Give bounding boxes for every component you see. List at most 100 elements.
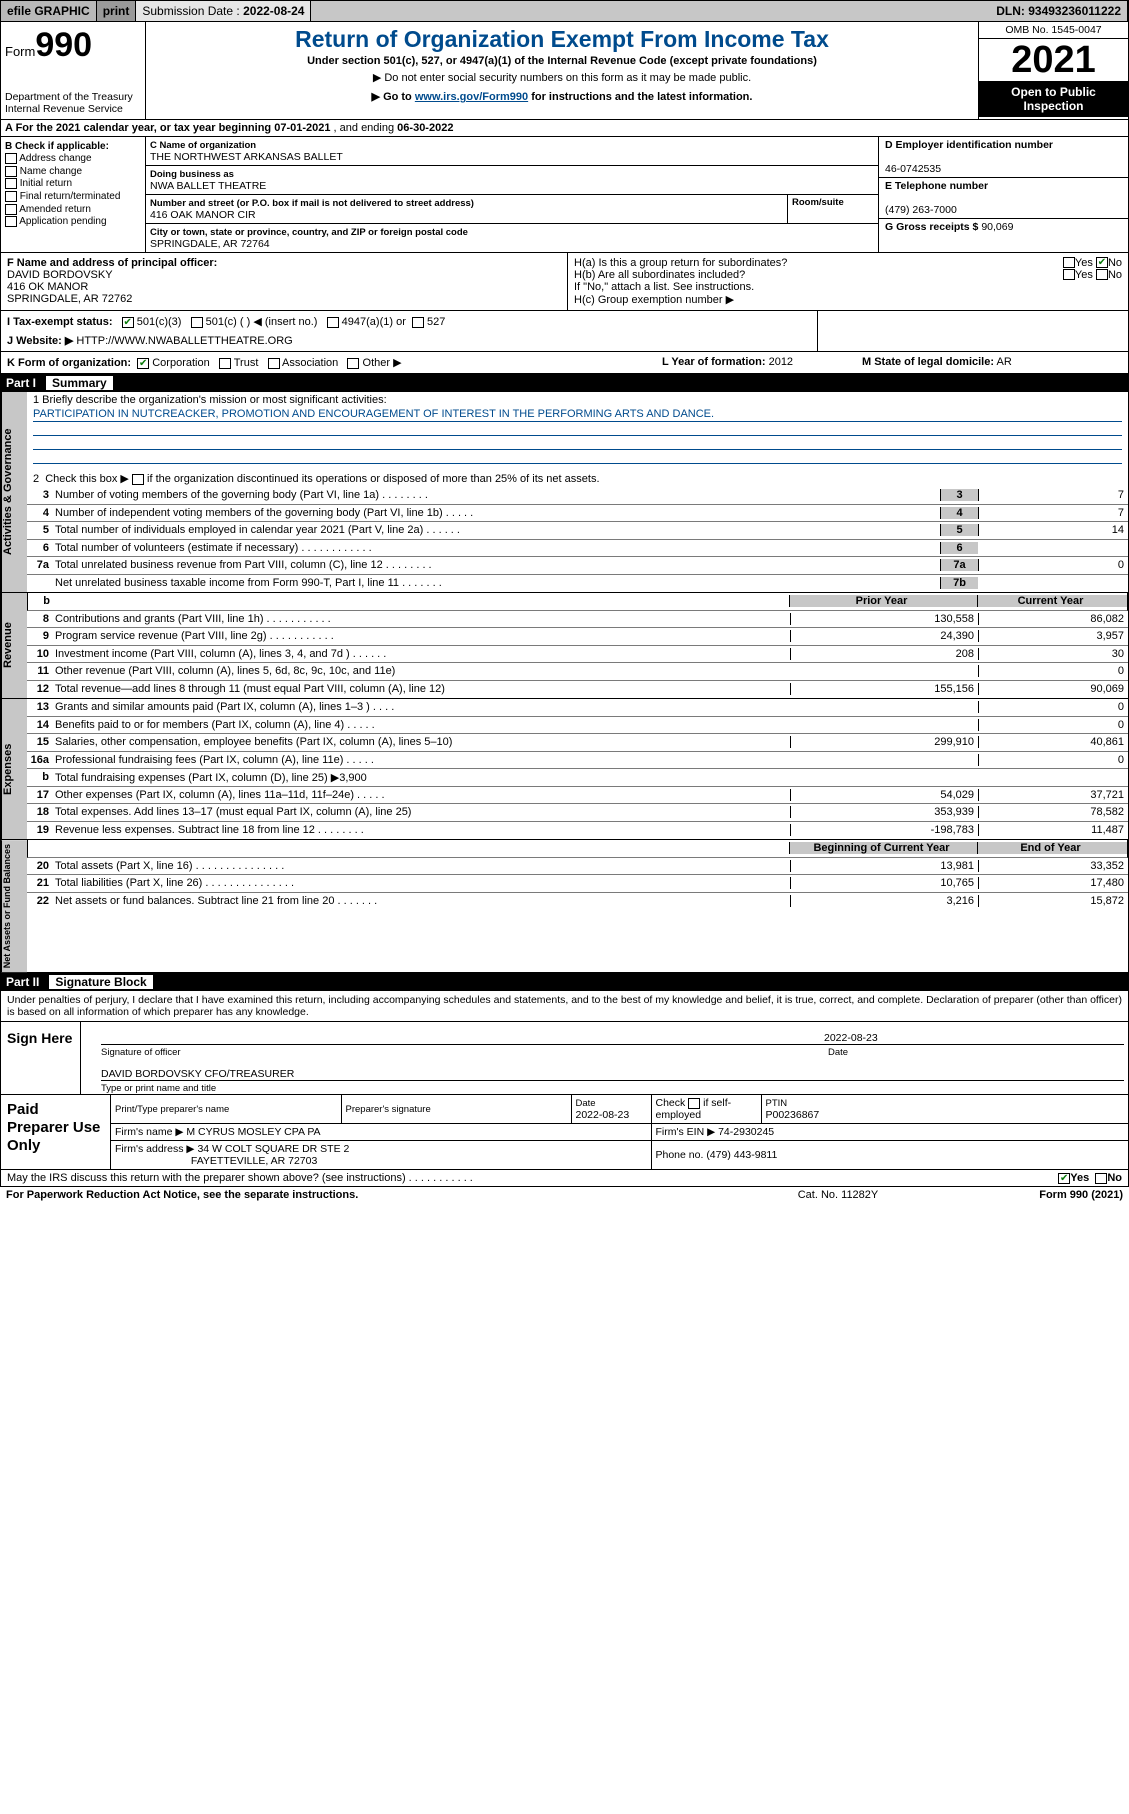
row-rev-hdr: bPrior YearCurrent Year [27,593,1128,611]
n4: 4 [27,507,55,519]
ck-corp[interactable] [137,358,149,369]
dln: DLN: 93493236011222 [990,1,1128,21]
ck-final[interactable] [5,191,17,202]
prep-c1: Print/Type preparer's name [115,1104,229,1115]
b4: 4 [940,507,978,519]
paperwork-footer: For Paperwork Reduction Act Notice, see … [0,1187,1129,1203]
opt-other: Other ▶ [363,357,402,369]
header-left: Form990 Department of the Treasury Inter… [1,22,146,119]
box-b-label: B Check if applicable: [5,141,141,152]
ck-discuss-yes[interactable] [1058,1173,1070,1184]
phone-label: E Telephone number [885,180,988,192]
n7a: 7a [27,559,55,571]
ck-527[interactable] [412,317,424,328]
subtitle-1: Under section 501(c), 527, or 4947(a)(1)… [150,55,974,67]
box-h: H(a) Is this a group return for subordin… [568,253,1128,310]
omb-number: OMB No. 1545-0047 [979,22,1128,39]
row-3: 3Number of voting members of the governi… [27,487,1128,505]
ha-yes-lbl: Yes [1075,257,1093,269]
row-4: 4Number of independent voting members of… [27,505,1128,523]
sub3-pre: ▶ Go to [372,91,415,103]
sig-disclaimer: Under penalties of perjury, I declare th… [1,991,1128,1021]
instructions-link[interactable]: www.irs.gov/Form990 [415,91,528,103]
org-name: THE NORTHWEST ARKANSAS BALLET [150,151,343,163]
d11: Other revenue (Part VIII, column (A), li… [55,664,790,678]
c17: 37,721 [978,789,1128,801]
submission-value: 2022-08-24 [243,4,304,18]
hb-note: If "No," attach a list. See instructions… [574,281,1122,293]
row-ij: I Tax-exempt status: 501(c)(3) 501(c) ( … [0,311,1129,352]
ck-501c[interactable] [191,317,203,328]
prep-c3v: 2022-08-23 [576,1109,630,1121]
row-12: 12Total revenue—add lines 8 through 11 (… [27,681,1128,699]
ck-assoc[interactable] [268,358,280,369]
ha-no[interactable] [1096,257,1108,268]
phone-value: (479) 263-7000 [885,204,957,216]
prep-firm: M CYRUS MOSLEY CPA PA [186,1126,320,1138]
row-net-hdr: Beginning of Current YearEnd of Year [27,840,1128,858]
signature-block: Under penalties of perjury, I declare th… [0,991,1129,1095]
hb-yes[interactable] [1063,269,1075,280]
opt-pending: Application pending [19,216,106,227]
opt-501c: 501(c) ( ) ◀ (insert no.) [206,316,318,328]
n16b: b [27,771,55,783]
d19: Revenue less expenses. Subtract line 18 … [55,823,790,837]
hb-no[interactable] [1096,269,1108,280]
mission-blank1 [33,422,1122,436]
ck-501c3[interactable] [122,317,134,328]
d6: Total number of volunteers (estimate if … [55,541,940,555]
ein-value: 46-0742535 [885,163,941,175]
c20: 33,352 [978,860,1128,872]
ein-label: D Employer identification number [885,139,1053,151]
part1-label: Part I [6,376,36,390]
street-label: Number and street (or P.O. box if mail i… [150,198,474,209]
form-word: Form [5,44,35,59]
ck-trust[interactable] [219,358,231,369]
row-11: 11Other revenue (Part VIII, column (A), … [27,663,1128,681]
mission-blank3 [33,450,1122,464]
ck-discuss-no[interactable] [1095,1173,1107,1184]
row-13: 13Grants and similar amounts paid (Part … [27,699,1128,717]
header-center: Return of Organization Exempt From Incom… [146,22,978,119]
c21: 17,480 [978,877,1128,889]
ck-self-emp[interactable] [688,1098,700,1109]
n18: 18 [27,806,55,818]
prep-ein: 74-2930245 [718,1126,774,1138]
ck-discontinued[interactable] [132,474,144,485]
ck-initial[interactable] [5,178,17,189]
inspect-line1: Open to Public [1011,85,1096,99]
hc-label: H(c) Group exemption number ▶ [574,293,1122,306]
n16a: 16a [27,754,55,766]
c18: 78,582 [978,806,1128,818]
domicile-label: M State of legal domicile: [862,356,994,368]
row-5: 5Total number of individuals employed in… [27,522,1128,540]
ck-other[interactable] [347,358,359,369]
c9: 3,957 [978,630,1128,642]
row-9: 9Program service revenue (Part VIII, lin… [27,628,1128,646]
city-label: City or town, state or province, country… [150,227,468,238]
d17: Other expenses (Part IX, column (A), lin… [55,788,790,802]
d14: Benefits paid to or for members (Part IX… [55,718,790,732]
ck-address[interactable] [5,153,17,164]
room-label: Room/suite [792,197,844,208]
ck-name[interactable] [5,166,17,177]
row-14: 14Benefits paid to or for members (Part … [27,717,1128,735]
n6: 6 [27,542,55,554]
opt-assoc: Association [282,357,338,369]
d3: Number of voting members of the governin… [55,488,940,502]
ck-4947[interactable] [327,317,339,328]
preparer-table: Print/Type preparer's name Preparer's si… [111,1095,1128,1169]
ha-yes[interactable] [1063,257,1075,268]
dn [56,847,789,849]
part2-label: Part II [6,975,39,989]
row-22: 22Net assets or fund balances. Subtract … [27,893,1128,911]
row-8: 8Contributions and grants (Part VIII, li… [27,611,1128,629]
print-button[interactable]: print [97,1,137,21]
ck-pending[interactable] [5,216,17,227]
tab-revenue: Revenue [1,593,27,698]
p12: 155,156 [790,683,978,695]
n15: 15 [27,736,55,748]
mission-blank2 [33,436,1122,450]
ck-amended[interactable] [5,204,17,215]
hb-label: H(b) Are all subordinates included? [574,269,1063,281]
